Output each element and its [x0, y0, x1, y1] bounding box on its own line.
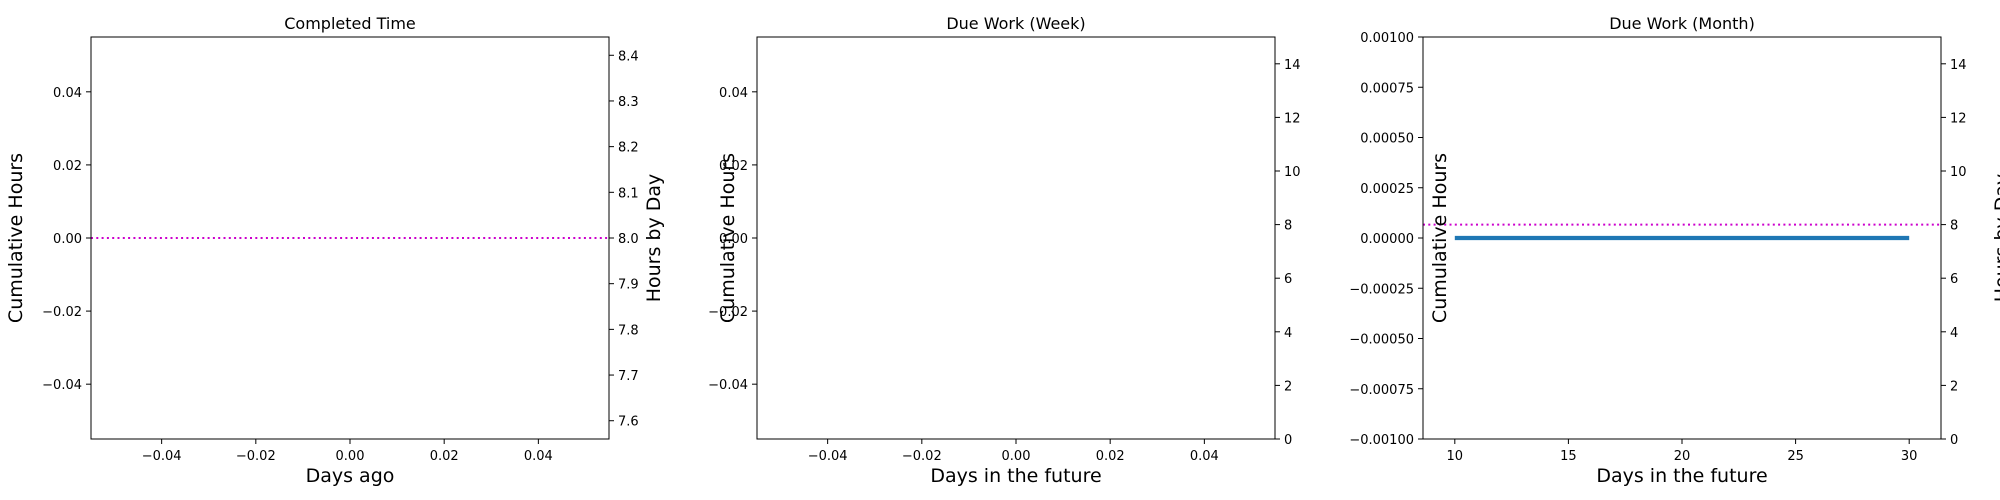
chart-2-y-tick-label: 0.00 [719, 232, 748, 247]
chart-1-y-tick-label: −0.02 [42, 305, 82, 320]
chart-3-y2-tick-label: 8 [1950, 219, 1958, 234]
chart-1-x-tick-label: −0.04 [142, 449, 182, 464]
chart-1-y-tick-label: 0.04 [53, 86, 82, 101]
chart-1-x-tick-label: 0.02 [430, 449, 459, 464]
chart-2-y-tick-label: −0.02 [708, 305, 748, 320]
chart-2-y2-tick-label: 8 [1284, 219, 1292, 234]
chart-3-x-tick-label: 30 [1901, 449, 1918, 464]
chart-3-x-tick-label: 10 [1447, 449, 1464, 464]
chart-2-y2-tick-label: 10 [1284, 165, 1301, 180]
chart-2-y-axis-label: Cumulative Hours [717, 153, 739, 323]
chart-2-y2-tick-label: 6 [1284, 272, 1292, 287]
chart-3-y2-tick-label: 4 [1950, 326, 1958, 341]
chart-2-y2-tick-label: 2 [1284, 379, 1292, 394]
chart-2-y-tick-label: 0.02 [719, 159, 748, 174]
chart-3-panel: 10 15 20 25 30−0.00100−0.00075−0.00050−0.000… [1349, 14, 2000, 487]
chart-3-x-axis-label: Days in the future [1596, 465, 1767, 487]
chart-3-y-axis-label: Cumulative Hours [1429, 153, 1451, 323]
chart-3-x-tick-label: 20 [1674, 449, 1691, 464]
chart-3-y-tick-label: −0.00075 [1349, 383, 1414, 398]
chart-3-y2-tick-label: 2 [1950, 379, 1958, 394]
chart-1-y-tick-label: 0.00 [53, 232, 82, 247]
chart-3-y-tick-label: 0.00100 [1360, 31, 1414, 46]
chart-3-y-tick-label: −0.00100 [1349, 433, 1414, 448]
chart-2-x-tick-label: −0.04 [808, 449, 848, 464]
chart-1-y2-tick-label: 7.9 [618, 278, 639, 293]
chart-3-y2-tick-label: 0 [1950, 433, 1958, 448]
chart-2-plot-frame [756, 36, 1276, 440]
chart-1-y2-tick-label: 8.1 [618, 186, 639, 201]
chart-1-y-tick-label: 0.02 [53, 159, 82, 174]
chart-2-x-tick-label: 0.02 [1096, 449, 1125, 464]
chart-2-title: Due Work (Week) [946, 14, 1085, 33]
chart-2-y-tick-label: −0.04 [708, 378, 748, 393]
chart-3-y-tick-label: 0.00050 [1360, 132, 1414, 147]
chart-1-y-axis-label: Cumulative Hours [5, 153, 27, 323]
chart-3-x-tick-label: 15 [1560, 449, 1577, 464]
chart-1-y2-tick-label: 8.0 [618, 232, 639, 247]
chart-3-y-tick-label: −0.00050 [1349, 333, 1414, 348]
chart-1-x-axis-label: Days ago [306, 465, 395, 487]
chart-1-x-tick-label: 0.04 [524, 449, 553, 464]
chart-1-panel: −0.04 −0.02 0.00 0.02 0.04 −0.04 −0.02 0.00 0.02… [5, 14, 665, 487]
chart-1-x-tick-label: −0.02 [236, 449, 276, 464]
chart-3-y2-tick-label: 6 [1950, 272, 1958, 287]
chart-3-y-tick-label: 0.00000 [1360, 232, 1414, 247]
chart-2-y-tick-label: 0.04 [719, 86, 748, 101]
chart-3-y2-tick-label: 12 [1950, 111, 1967, 126]
chart-2-y2-tick-label: 14 [1284, 58, 1301, 73]
chart-1-y2-tick-label: 8.4 [618, 49, 639, 64]
chart-1-y2-tick-label: 7.6 [618, 415, 639, 430]
chart-1-title: Completed Time [284, 14, 416, 33]
chart-1-x-tick-label: 0.00 [336, 449, 365, 464]
chart-1-y2-tick-label: 7.7 [618, 369, 639, 384]
chart-2-x-tick-label: 0.00 [1002, 449, 1031, 464]
chart-2-panel: −0.04 −0.02 0.00 0.02 0.04 −0.04 −0.02 0.00 0.02… [708, 14, 1300, 487]
chart-2-x-axis-label: Days in the future [930, 465, 1101, 487]
chart-3-y2-tick-label: 10 [1950, 165, 1967, 180]
chart-1-y2-tick-label: 8.3 [618, 95, 639, 110]
chart-3-y2-axis-label: Hours by Day [1991, 174, 2000, 303]
chart-2-y2-tick-label: 12 [1284, 111, 1301, 126]
chart-3-y-tick-label: 0.00025 [1360, 182, 1414, 197]
chart-2-x-tick-label: −0.02 [902, 449, 942, 464]
chart-3-title: Due Work (Month) [1609, 14, 1755, 33]
chart-3-x-tick-label: 25 [1787, 449, 1804, 464]
chart-3-y-tick-label: −0.00025 [1349, 282, 1414, 297]
chart-2-y2-tick-label: 0 [1284, 433, 1292, 448]
chart-1-y-tick-label: −0.04 [42, 378, 82, 393]
chart-1-y2-axis-label: Hours by Day [643, 174, 665, 303]
chart-1-y2-tick-label: 7.8 [618, 323, 639, 338]
chart-2-x-tick-label: 0.04 [1190, 449, 1219, 464]
chart-2-y2-tick-label: 4 [1284, 326, 1292, 341]
chart-1-y2-tick-label: 8.2 [618, 141, 639, 156]
chart-3-y2-tick-label: 14 [1950, 58, 1967, 73]
chart-3-y-tick-label: 0.00075 [1360, 81, 1414, 96]
